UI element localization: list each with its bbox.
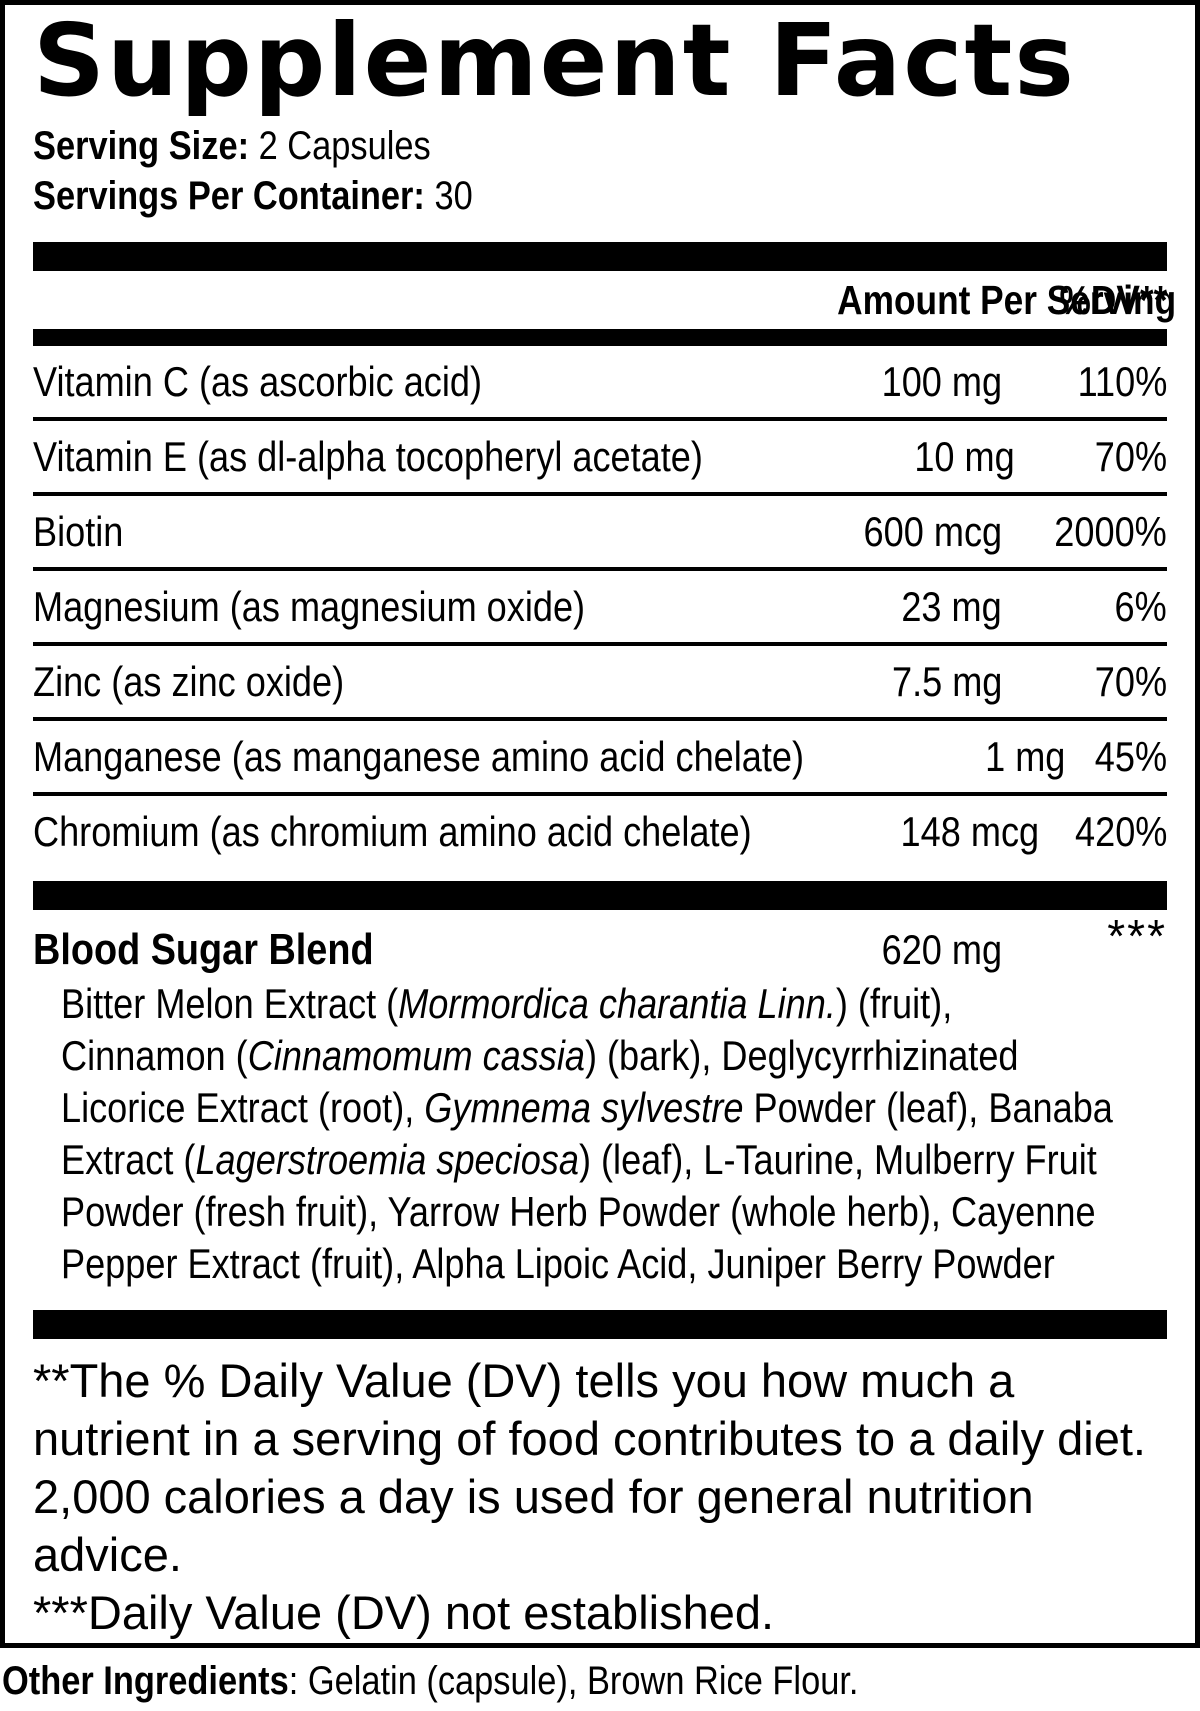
- row-dv-cell: 70%: [1002, 658, 1167, 706]
- nutrient-dv: 6%: [1114, 582, 1167, 630]
- blend-ingredients-line: Cinnamon (Cinnamomum cassia) (bark), Deg…: [61, 1030, 1167, 1082]
- nutrient-amount: 1 mg: [984, 732, 1066, 780]
- amount-header: Amount Per Serving: [837, 276, 1177, 323]
- blend-ingredients-line: Powder (fresh fruit), Yarrow Herb Powder…: [61, 1186, 1167, 1238]
- row-amount-cell: 1 mg: [930, 732, 1066, 781]
- other-ingredients-label: Other Ingredients: [2, 1659, 289, 1703]
- serving-size-label: Serving Size:: [33, 124, 250, 168]
- dv-header: %DV**: [1059, 276, 1167, 323]
- footnote-dv: **The % Daily Value (DV) tells you how m…: [33, 1354, 1146, 1581]
- row-name-cell: Vitamin C (as ascorbic acid): [33, 358, 782, 406]
- blend-ingredients-text: Licorice Extract (root), Gymnema sylvest…: [61, 1084, 1113, 1131]
- blend-ingredients-text: Cinnamon (Cinnamomum cassia) (bark), Deg…: [61, 1032, 1019, 1079]
- blend-ingredients-text: Pepper Extract (fruit), Alpha Lipoic Aci…: [61, 1240, 1055, 1287]
- row-dv-cell: 420%: [1039, 808, 1167, 856]
- nutrient-name: Biotin: [33, 507, 124, 555]
- blend-ingredients-line: Pepper Extract (fruit), Alpha Lipoic Aci…: [61, 1238, 1167, 1290]
- row-name-cell: Chromium (as chromium amino acid chelate…: [33, 808, 869, 856]
- nutrient-amount: 100 mg: [881, 357, 1002, 405]
- row-amount-cell: 100 mg: [782, 358, 1002, 406]
- row-dv-cell: 6%: [1002, 583, 1167, 631]
- table-row: Manganese (as manganese amino acid chela…: [33, 721, 1167, 796]
- nutrient-amount: 600 mcg: [863, 507, 1002, 555]
- servings-per-container-line: Servings Per Container: 30: [33, 171, 1167, 221]
- serving-size-line: Serving Size: 2 Capsules: [33, 121, 1167, 171]
- row-dv-cell: 2000%: [1002, 508, 1167, 556]
- footnotes: **The % Daily Value (DV) tells you how m…: [33, 1352, 1167, 1642]
- nutrient-amount: 148 mcg: [900, 807, 1040, 855]
- row-amount-cell: 10 mg: [812, 432, 1015, 481]
- nutrient-name: Vitamin E (as dl-alpha tocopheryl acetat…: [33, 432, 703, 480]
- row-amount-cell: 600 mcg: [782, 508, 1002, 556]
- row-name-cell: Manganese (as manganese amino acid chela…: [33, 733, 930, 781]
- dv-header-cell: %DV**: [1002, 277, 1167, 324]
- nutrient-dv: 45%: [1094, 732, 1167, 780]
- nutrient-name: Zinc (as zinc oxide): [33, 657, 345, 705]
- footnote-not-established: ***Daily Value (DV) not established.: [33, 1586, 775, 1639]
- row-name-cell: Biotin: [33, 508, 782, 556]
- servings-per-container-value: 30: [424, 174, 473, 218]
- nutrient-name: Vitamin C (as ascorbic acid): [33, 357, 482, 405]
- nutrient-name: Magnesium (as magnesium oxide): [33, 582, 586, 630]
- blend-amount: 620 mg: [881, 926, 1002, 973]
- table-header-row: Amount Per Serving %DV**: [33, 271, 1176, 329]
- nutrient-amount: 23 mg: [901, 582, 1002, 630]
- divider-bar-top: [33, 242, 1167, 271]
- row-amount-cell: 23 mg: [782, 583, 1002, 631]
- other-ingredients-text: : Gelatin (capsule), Brown Rice Flour.: [288, 1659, 859, 1703]
- nutrient-dv: 110%: [1077, 357, 1167, 405]
- table-row: Chromium (as chromium amino acid chelate…: [33, 796, 1167, 867]
- divider-bar-footnote: [33, 1310, 1167, 1339]
- table-row: Vitamin C (as ascorbic acid) 100 mg 110%: [33, 346, 1167, 421]
- nutrient-dv: 70%: [1094, 657, 1167, 705]
- blend-ingredients-text: Bitter Melon Extract (Mormordica charant…: [61, 980, 953, 1027]
- blend-amount-cell: 620 mg: [782, 926, 1002, 974]
- nutrient-dv: 420%: [1074, 807, 1167, 855]
- blend-dv-asterisks: ***: [1107, 910, 1167, 962]
- nutrient-name: Chromium (as chromium amino acid chelate…: [33, 807, 752, 855]
- row-name-cell: Magnesium (as magnesium oxide): [33, 583, 782, 631]
- nutrient-amount: 10 mg: [914, 432, 1015, 480]
- blend-ingredients-text: Powder (fresh fruit), Yarrow Herb Powder…: [61, 1188, 1096, 1235]
- blend-ingredients-line: Licorice Extract (root), Gymnema sylvest…: [61, 1082, 1167, 1134]
- nutrient-name: Manganese (as manganese amino acid chela…: [33, 732, 805, 780]
- nutrient-table: Vitamin C (as ascorbic acid) 100 mg 110%…: [33, 346, 1167, 867]
- servings-per-container-label: Servings Per Container:: [33, 174, 425, 218]
- blend-ingredients-text: Extract (Lagerstroemia speciosa) (leaf),…: [61, 1136, 1097, 1183]
- row-name-cell: Vitamin E (as dl-alpha tocopheryl acetat…: [33, 433, 812, 481]
- amount-header-cell: Amount Per Serving: [782, 277, 1176, 324]
- row-amount-cell: 7.5 mg: [782, 658, 1002, 706]
- nutrient-amount: 7.5 mg: [891, 657, 1002, 705]
- row-dv-cell: 45%: [1065, 733, 1167, 781]
- facts-box: Supplement Facts Serving Size: 2 Capsule…: [0, 0, 1200, 1648]
- blend-name-cell: Blood Sugar Blend: [33, 925, 782, 975]
- row-name-cell: Zinc (as zinc oxide): [33, 658, 782, 706]
- table-row: Vitamin E (as dl-alpha tocopheryl acetat…: [33, 421, 1167, 496]
- serving-size-value: 2 Capsules: [249, 124, 431, 168]
- nutrient-dv: 70%: [1094, 432, 1167, 480]
- divider-bar-header: [33, 329, 1167, 346]
- blend-ingredients: Bitter Melon Extract (Mormordica charant…: [61, 978, 1167, 1290]
- page-title: Supplement Facts: [33, 2, 1076, 119]
- row-amount-cell: 148 mcg: [869, 808, 1040, 856]
- blend-dv-cell: ***: [1002, 910, 1167, 977]
- divider-bar-blend: [33, 881, 1167, 910]
- table-row: Biotin 600 mcg 2000%: [33, 496, 1167, 571]
- nutrient-dv: 2000%: [1054, 507, 1167, 555]
- blend-row: Blood Sugar Blend 620 mg ***: [33, 910, 1167, 978]
- row-dv-cell: 110%: [1002, 358, 1167, 406]
- blend-ingredients-line: Extract (Lagerstroemia speciosa) (leaf),…: [61, 1134, 1167, 1186]
- blend-name: Blood Sugar Blend: [33, 925, 374, 974]
- blend-ingredients-line: Bitter Melon Extract (Mormordica charant…: [61, 978, 1167, 1030]
- row-dv-cell: 70%: [1015, 433, 1167, 481]
- other-ingredients-line: Other Ingredients: Gelatin (capsule), Br…: [2, 1656, 1200, 1706]
- table-row: Zinc (as zinc oxide) 7.5 mg 70%: [33, 646, 1167, 721]
- table-row: Magnesium (as magnesium oxide) 23 mg 6%: [33, 571, 1167, 646]
